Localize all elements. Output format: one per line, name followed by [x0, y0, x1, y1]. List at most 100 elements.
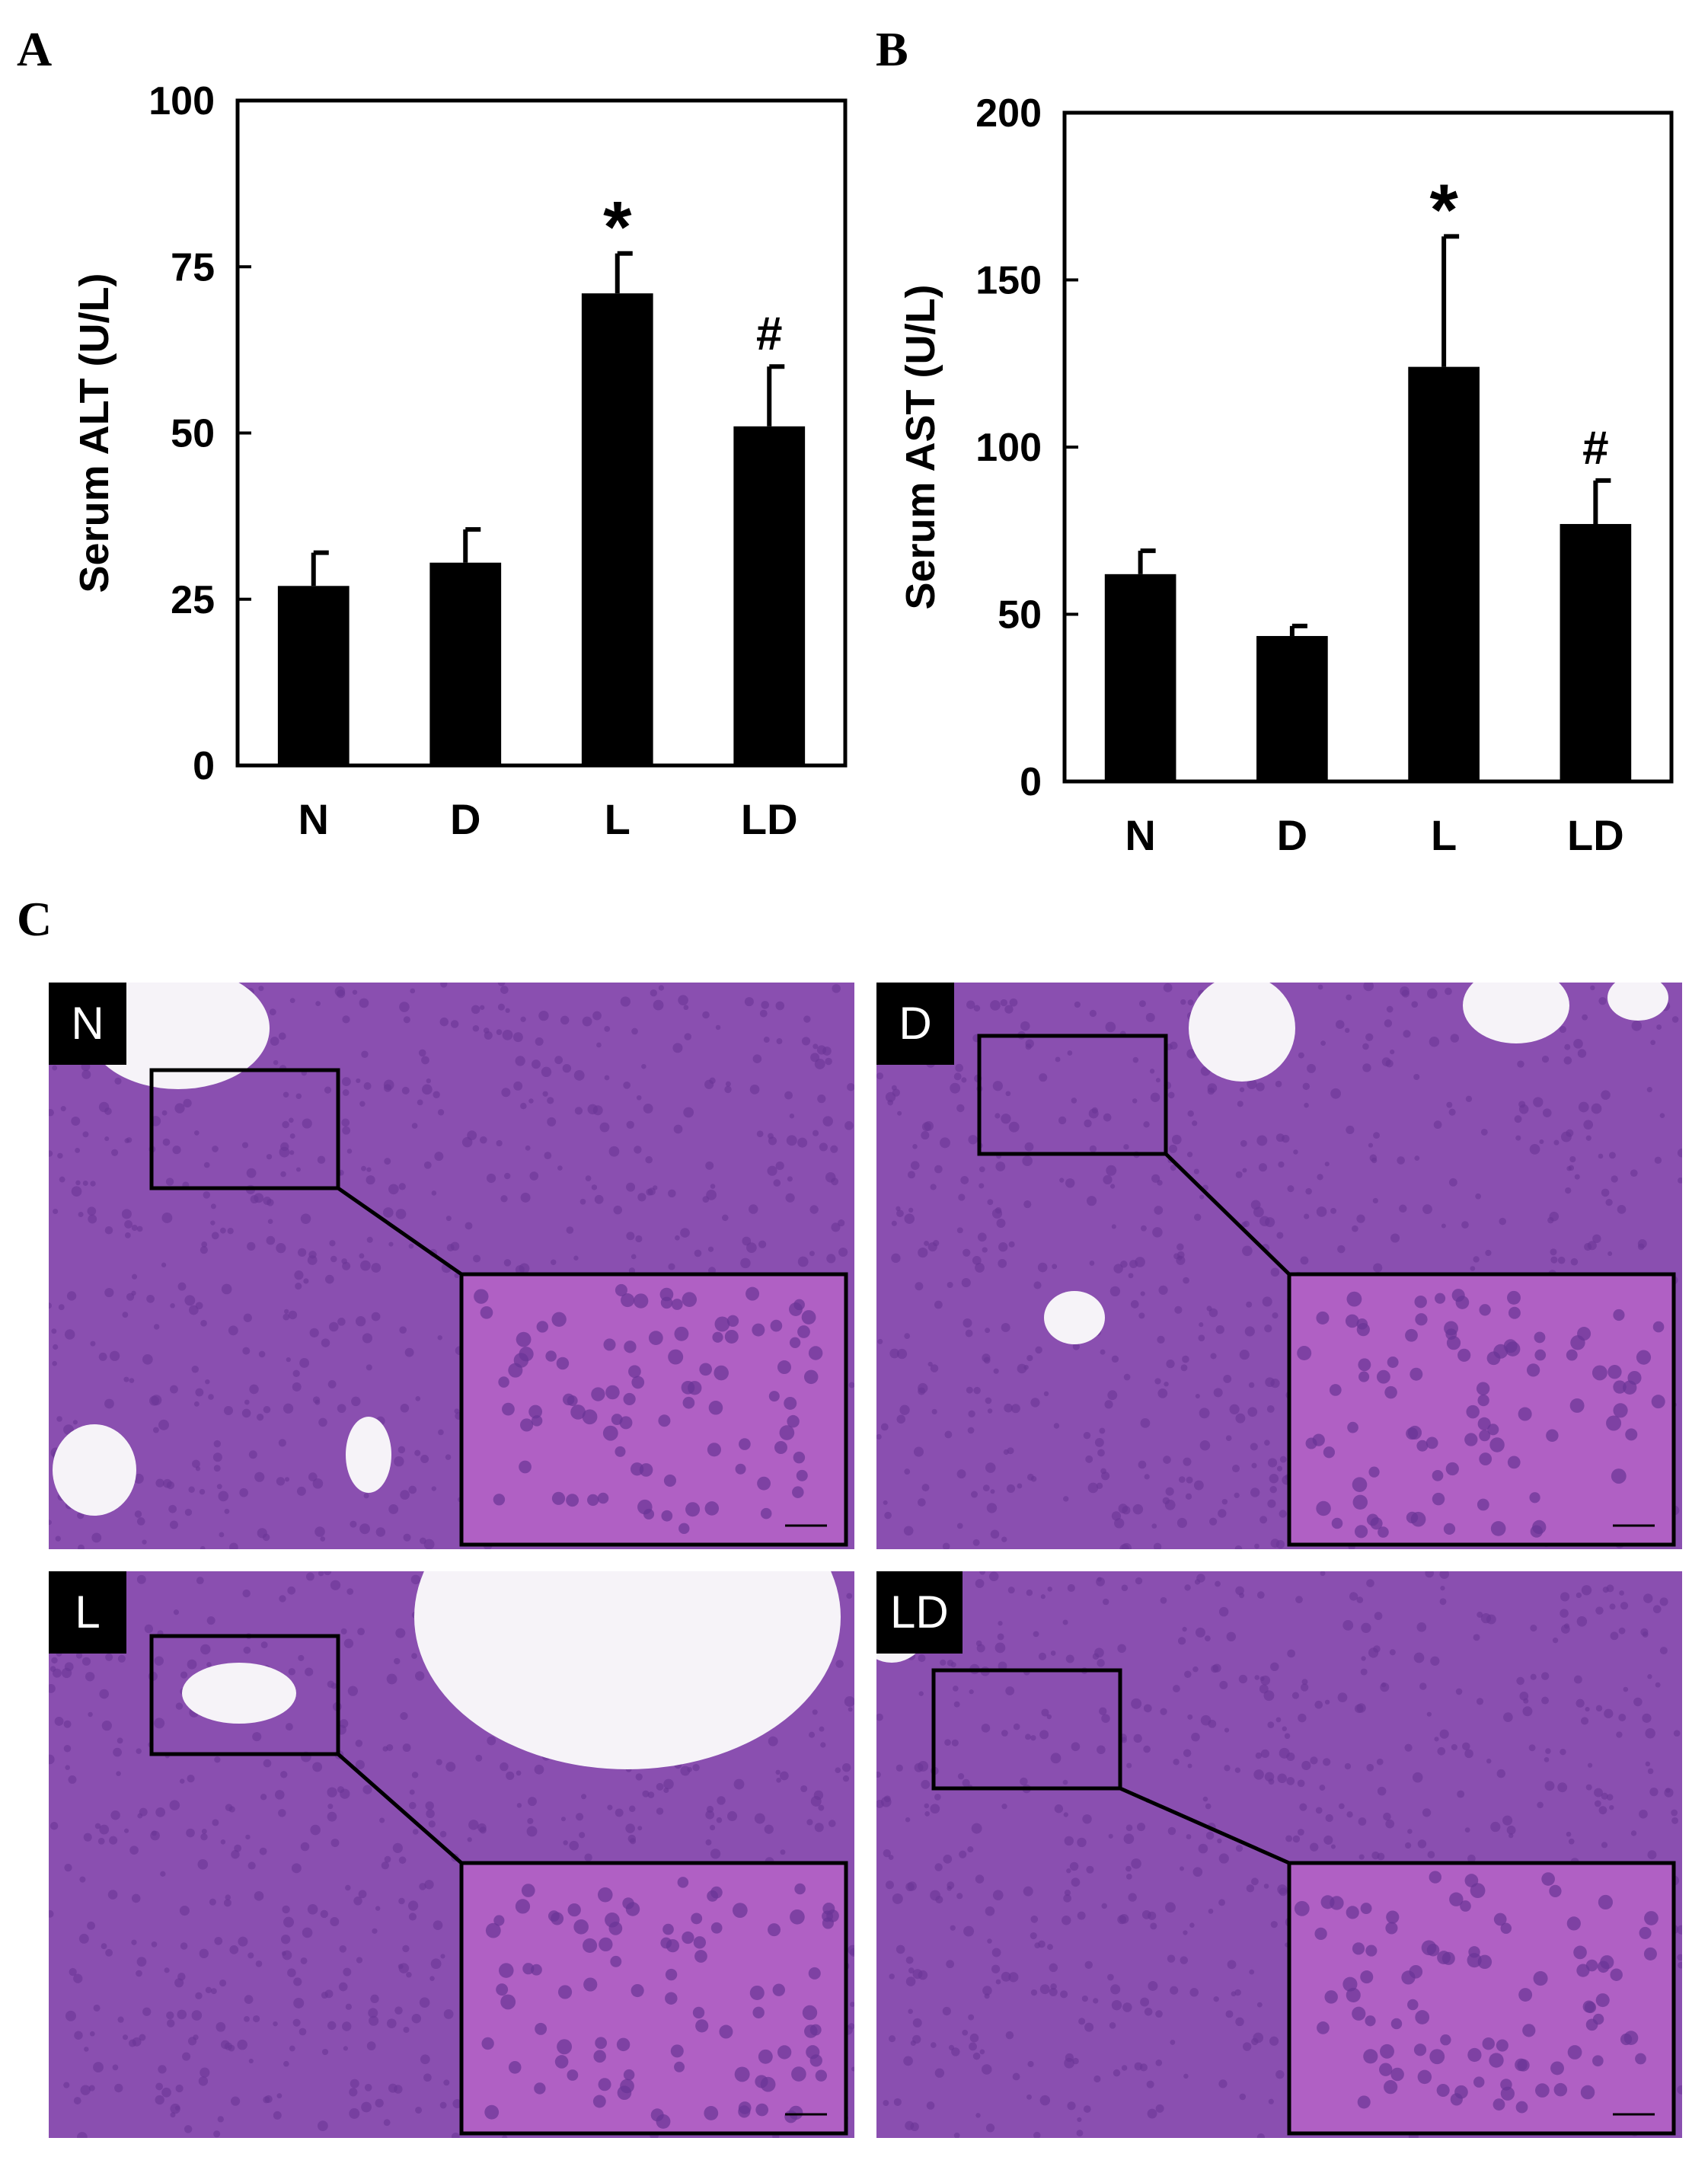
- nucleus: [702, 1196, 710, 1203]
- nucleus: [267, 1219, 273, 1225]
- inset-nucleus: [1451, 1289, 1465, 1302]
- inset-nucleus: [493, 1915, 505, 1926]
- nucleus: [198, 2076, 209, 2086]
- ast-xtick-label: D: [1277, 811, 1307, 859]
- nucleus: [1583, 1120, 1594, 1130]
- nucleus: [979, 2049, 985, 2055]
- nucleus: [896, 1944, 905, 1954]
- inset-nucleus: [1598, 1894, 1614, 1910]
- nucleus: [1477, 1612, 1483, 1619]
- inset-nucleus: [598, 1887, 613, 1903]
- nucleus: [1320, 1040, 1326, 1047]
- inset-nucleus: [1566, 1916, 1581, 1931]
- nucleus: [1219, 1680, 1228, 1689]
- nucleus: [327, 1804, 334, 1810]
- nucleus: [1043, 1391, 1049, 1397]
- nucleus: [439, 1017, 449, 1027]
- inset-nucleus: [1384, 1385, 1397, 1399]
- nucleus: [838, 1219, 845, 1227]
- nucleus: [631, 1254, 637, 1260]
- nucleus: [1287, 1185, 1295, 1193]
- nucleus: [921, 1780, 931, 1789]
- nucleus: [292, 1369, 300, 1377]
- nucleus: [1097, 1659, 1105, 1667]
- nucleus: [1163, 983, 1173, 992]
- micrograph-l-tissue: [49, 1571, 854, 2138]
- nucleus: [142, 1353, 153, 1365]
- nucleus: [953, 2132, 960, 2138]
- nucleus: [195, 1388, 204, 1397]
- inset-nucleus: [610, 1955, 622, 1967]
- nucleus: [219, 1227, 226, 1234]
- nucleus: [1324, 1699, 1330, 1705]
- nucleus: [1550, 1256, 1558, 1264]
- nucleus: [77, 1512, 85, 1519]
- nucleus: [1601, 1188, 1610, 1197]
- inset-nucleus: [1580, 2085, 1595, 2100]
- nucleus: [451, 2132, 460, 2138]
- inset-nucleus: [519, 1418, 534, 1432]
- nucleus: [417, 1099, 423, 1106]
- nucleus: [851, 2066, 854, 2072]
- nucleus: [592, 1011, 602, 1021]
- inset-nucleus: [809, 2024, 822, 2036]
- nucleus: [1077, 2117, 1082, 2123]
- inset-nucleus: [1466, 1404, 1480, 1419]
- nucleus: [1344, 1762, 1352, 1770]
- nucleus: [445, 1454, 452, 1460]
- nucleus: [1154, 1378, 1161, 1385]
- nucleus: [1253, 1769, 1264, 1780]
- nucleus: [225, 1894, 231, 1900]
- nucleus: [1560, 1592, 1570, 1602]
- nucleus: [422, 1084, 433, 1095]
- nucleus: [85, 1672, 95, 1682]
- nucleus: [582, 1016, 592, 1027]
- nucleus: [104, 1398, 114, 1409]
- nucleus: [1251, 1462, 1257, 1468]
- nucleus: [278, 1032, 286, 1040]
- nucleus: [1223, 1375, 1232, 1383]
- nucleus: [1035, 1346, 1042, 1354]
- nucleus: [1208, 1909, 1214, 1914]
- nucleus: [1076, 2130, 1084, 2137]
- nucleus: [225, 1804, 233, 1812]
- nucleus: [1109, 1184, 1116, 1189]
- nucleus: [934, 1863, 943, 1871]
- nucleus: [1304, 1102, 1309, 1108]
- nucleus: [1601, 1842, 1608, 1849]
- nucleus: [64, 1662, 74, 1672]
- nucleus: [950, 1082, 961, 1094]
- nucleus: [73, 1973, 83, 1983]
- nucleus: [880, 1423, 889, 1431]
- nucleus: [1141, 1225, 1147, 1232]
- nucleus: [615, 1808, 624, 1817]
- nucleus: [1137, 1823, 1146, 1832]
- nucleus: [1063, 1496, 1069, 1502]
- nucleus: [1259, 1676, 1265, 1681]
- nucleus: [1314, 1700, 1323, 1709]
- inset-nucleus: [557, 1985, 573, 1999]
- nucleus: [438, 1429, 444, 1436]
- nucleus: [314, 1526, 325, 1537]
- nucleus: [187, 1775, 195, 1783]
- nucleus: [1323, 1835, 1333, 1845]
- nucleus: [1186, 1152, 1193, 1158]
- inset-nucleus: [693, 1936, 707, 1949]
- inset-nucleus: [1489, 1437, 1505, 1452]
- nucleus: [214, 1756, 221, 1763]
- nucleus: [155, 2082, 164, 2091]
- nucleus: [328, 1321, 339, 1332]
- nucleus: [1654, 1156, 1662, 1165]
- inset-nucleus: [554, 2055, 569, 2069]
- nucleus: [1199, 1322, 1204, 1328]
- nucleus: [1173, 1253, 1180, 1260]
- nucleus: [1173, 1685, 1180, 1692]
- nucleus: [78, 1933, 89, 1944]
- nucleus: [817, 1094, 826, 1104]
- nucleus: [560, 1817, 566, 1822]
- nucleus: [1270, 1267, 1280, 1277]
- nucleus: [1324, 1162, 1330, 1167]
- nucleus: [1585, 1784, 1592, 1791]
- inset-nucleus: [1515, 2101, 1528, 2114]
- nucleus: [1499, 1217, 1506, 1225]
